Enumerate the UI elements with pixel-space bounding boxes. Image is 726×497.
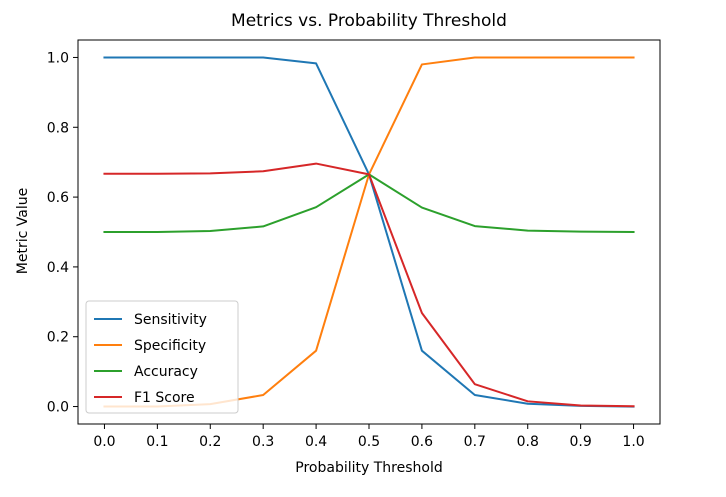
legend: Sensitivity Specificity Accuracy F1 Score [85,300,239,414]
x-axis-label: Probability Threshold [295,460,442,476]
y-tick-label: 1.0 [47,50,69,66]
x-tick-label: 0.7 [464,434,486,450]
legend-label-f1-score: F1 Score [134,390,195,406]
x-tick-label: 0.1 [146,434,168,450]
x-tick-label: 0.6 [411,434,433,450]
x-tick-label: 0.3 [252,434,274,450]
y-tick-label: 0.4 [47,260,69,276]
legend-label-accuracy: Accuracy [134,364,198,380]
legend-box [85,300,239,414]
x-tick-label: 0.2 [199,434,221,450]
x-tick-label: 0.4 [305,434,327,450]
y-tick-label: 0.8 [47,120,69,136]
chart-title: Metrics vs. Probability Threshold [231,11,507,31]
legend-label-specificity: Specificity [134,338,206,354]
y-tick-label: 0.6 [47,190,69,206]
series-line-f1-score [103,162,635,408]
legend-label-sensitivity: Sensitivity [134,312,207,328]
y-tick-label: 0.2 [47,330,69,346]
x-tick-label: 1.0 [622,434,644,450]
y-axis-label: Metric Value [15,188,31,274]
x-tick-label: 0.0 [93,434,115,450]
x-tick-label: 0.5 [358,434,380,450]
x-tick-label: 0.8 [517,434,539,450]
y-tick-label: 0.0 [47,400,69,416]
x-tick-label: 0.9 [570,434,592,450]
series-line-accuracy [103,173,635,234]
